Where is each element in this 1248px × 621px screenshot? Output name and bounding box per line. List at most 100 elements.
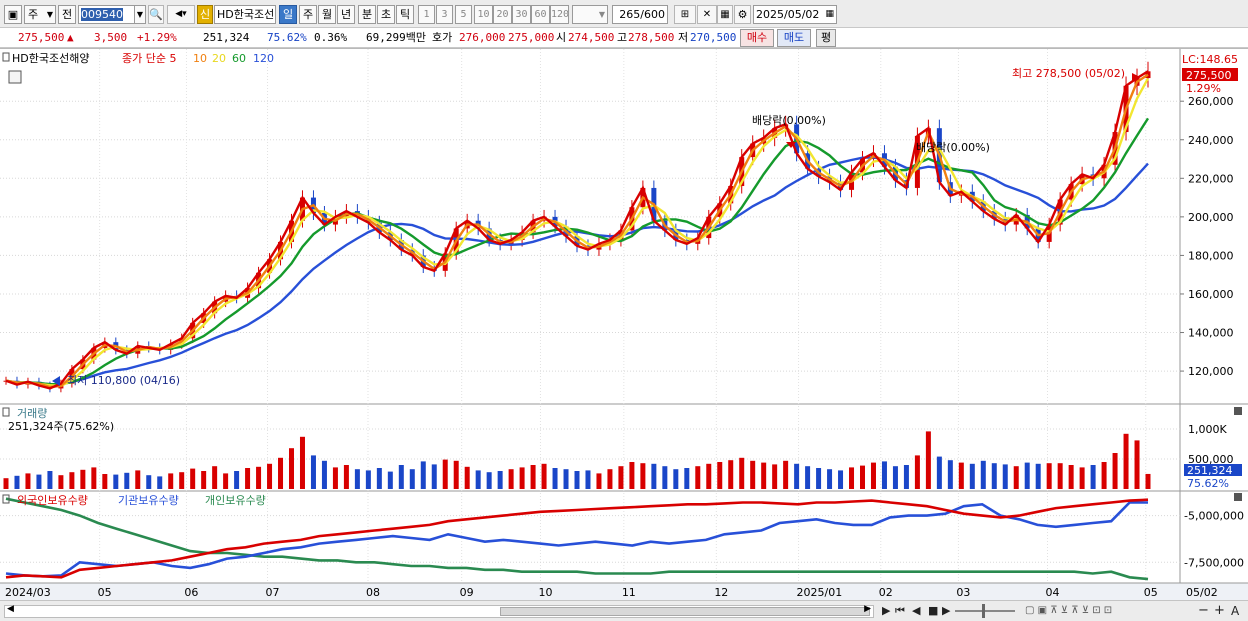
stop-icon[interactable]: ■ <box>928 604 939 617</box>
volume-title: 거래량 <box>17 407 47 420</box>
volume-bar <box>903 465 909 489</box>
volume-bar <box>596 473 602 489</box>
zoom-out-button[interactable]: − <box>1198 603 1209 618</box>
first-icon[interactable]: ⏮ <box>895 604 905 617</box>
period-tab-2[interactable]: 월 <box>318 5 336 24</box>
horizontal-scrollbar[interactable]: ◀ ▶ <box>4 604 874 618</box>
holdings-panel-icon[interactable] <box>2 494 10 504</box>
interval-tab-4[interactable]: 20 <box>493 5 512 24</box>
volume-bar <box>1035 463 1041 489</box>
text-tool-button[interactable]: A <box>1231 604 1240 618</box>
volume-panel-icon[interactable] <box>2 407 10 417</box>
chart-type-icons[interactable]: ▢ ▣ ⊼ ⊻ ⊼ ⊻ ⊡ ⊡ <box>1025 605 1113 616</box>
window-menu-icon[interactable]: ▣ <box>4 5 22 24</box>
zoom-slider[interactable] <box>955 610 1015 612</box>
volume-bar <box>256 466 262 489</box>
quote-infobar: 275,500 ▲ 3,500 +1.29% 251,324 75.62% 0.… <box>0 28 1248 48</box>
x-tick-label: 12 <box>714 586 728 599</box>
interval-tab-7[interactable]: 120 <box>550 5 569 24</box>
play-icon[interactable]: ▶ <box>882 604 891 617</box>
scroll-left-icon[interactable]: ◀ <box>7 604 14 614</box>
volume-bar <box>530 465 536 489</box>
period-tab-4[interactable]: 분 <box>358 5 376 24</box>
foreign-line <box>5 498 1149 579</box>
chart-area[interactable]: 260,000 240,000 220,000 200,000 180,000 160,0… <box>0 48 1248 601</box>
chart-svg[interactable]: 260,000 240,000 220,000 200,000 180,000 160,0… <box>0 49 1248 601</box>
interval-tab-0[interactable]: 1 <box>418 5 435 24</box>
volume-bar <box>475 470 481 489</box>
volume-bar <box>135 470 141 489</box>
volume-bar <box>1046 463 1052 489</box>
volume-bar <box>1024 462 1030 489</box>
moving-average-lines <box>5 70 1150 390</box>
volume-bar <box>881 461 887 489</box>
volume-bar <box>640 463 646 489</box>
price-tick-label: 240,000 <box>1188 134 1234 147</box>
stock-code-input[interactable]: 009540 <box>78 5 136 24</box>
zoom-in-button[interactable]: + <box>1214 603 1225 618</box>
panel-box-icon[interactable] <box>2 52 10 62</box>
gear-icon[interactable]: ⚙ <box>734 5 751 24</box>
interval-dropdown[interactable]: ▼ <box>572 5 608 24</box>
period-tab-6[interactable]: 틱 <box>396 5 414 24</box>
volume-bar <box>1134 440 1140 489</box>
sin-badge[interactable]: 신 <box>197 5 213 24</box>
search-icon[interactable]: 🔍 <box>148 5 164 24</box>
interval-tab-3[interactable]: 10 <box>474 5 493 24</box>
bid-price: 275,000 <box>508 31 555 44</box>
period-dropdown[interactable]: 주 ▼ <box>24 5 56 24</box>
interval-tab-1[interactable]: 3 <box>436 5 453 24</box>
volume-bar <box>113 474 119 489</box>
volume-bar <box>827 469 833 489</box>
next-icon[interactable]: ▶ <box>942 604 951 617</box>
zoom-thumb[interactable] <box>982 604 985 618</box>
crosshair-icon[interactable]: ✕ <box>697 5 717 24</box>
volume-bar <box>332 467 338 489</box>
volume-bar <box>36 474 42 489</box>
interval-tab-5[interactable]: 30 <box>512 5 531 24</box>
period-tab-0[interactable]: 일 <box>279 5 297 24</box>
table-icon[interactable] <box>8 70 22 84</box>
volume-bar <box>673 469 679 489</box>
sound-icon[interactable]: ◀▾ <box>167 5 195 24</box>
volume-close-icon[interactable] <box>1234 407 1242 415</box>
volume-pct-tag: 75.62% <box>1187 477 1229 490</box>
volume-bar <box>146 475 152 489</box>
stock-name-field[interactable]: HD한국조선 <box>214 5 276 24</box>
volume-bar <box>838 470 844 489</box>
scroll-thumb[interactable] <box>500 607 870 616</box>
chart-tool-icon[interactable]: ⊞ <box>674 5 696 24</box>
date-field[interactable]: 2025/05/02 ▦ <box>753 5 837 24</box>
count-field[interactable]: 265/600 <box>612 5 668 24</box>
price-tick-label: 220,000 <box>1188 172 1234 185</box>
period-tab-3[interactable]: 년 <box>337 5 355 24</box>
prev-icon[interactable]: ◀ <box>912 604 921 617</box>
buy-button[interactable]: 매수 <box>740 29 774 47</box>
sell-button[interactable]: 매도 <box>777 29 811 47</box>
candle-body <box>1145 71 1151 79</box>
open-label: 시 <box>556 31 567 44</box>
period-tab-1[interactable]: 주 <box>299 5 317 24</box>
interval-tab-2[interactable]: 5 <box>455 5 472 24</box>
volume-bar <box>321 460 327 489</box>
ma60-line <box>5 117 1150 386</box>
institution-line <box>5 501 1148 578</box>
x-tick-label: 05 <box>1144 586 1158 599</box>
current-price: 275,500 <box>18 31 65 44</box>
volume-bar <box>376 468 382 489</box>
right-date-label: 05/02 <box>1186 586 1218 599</box>
stock-label: HD한국조선해양 <box>12 51 89 65</box>
volume-bar <box>1123 433 1129 489</box>
period-tab-5[interactable]: 초 <box>377 5 395 24</box>
prev-data-button[interactable]: 전 <box>58 5 76 24</box>
volume-bar <box>234 471 240 489</box>
volume-bar <box>684 468 690 489</box>
scroll-right-icon[interactable]: ▶ <box>864 604 871 614</box>
pyeong-button[interactable]: 평 <box>816 29 836 47</box>
code-dropdown-icon[interactable]: ▼ <box>134 5 146 24</box>
holdings-close-icon[interactable] <box>1234 493 1242 501</box>
save-icon[interactable]: ▦ <box>717 5 733 24</box>
volume-bar <box>245 468 251 489</box>
interval-tab-6[interactable]: 60 <box>531 5 550 24</box>
